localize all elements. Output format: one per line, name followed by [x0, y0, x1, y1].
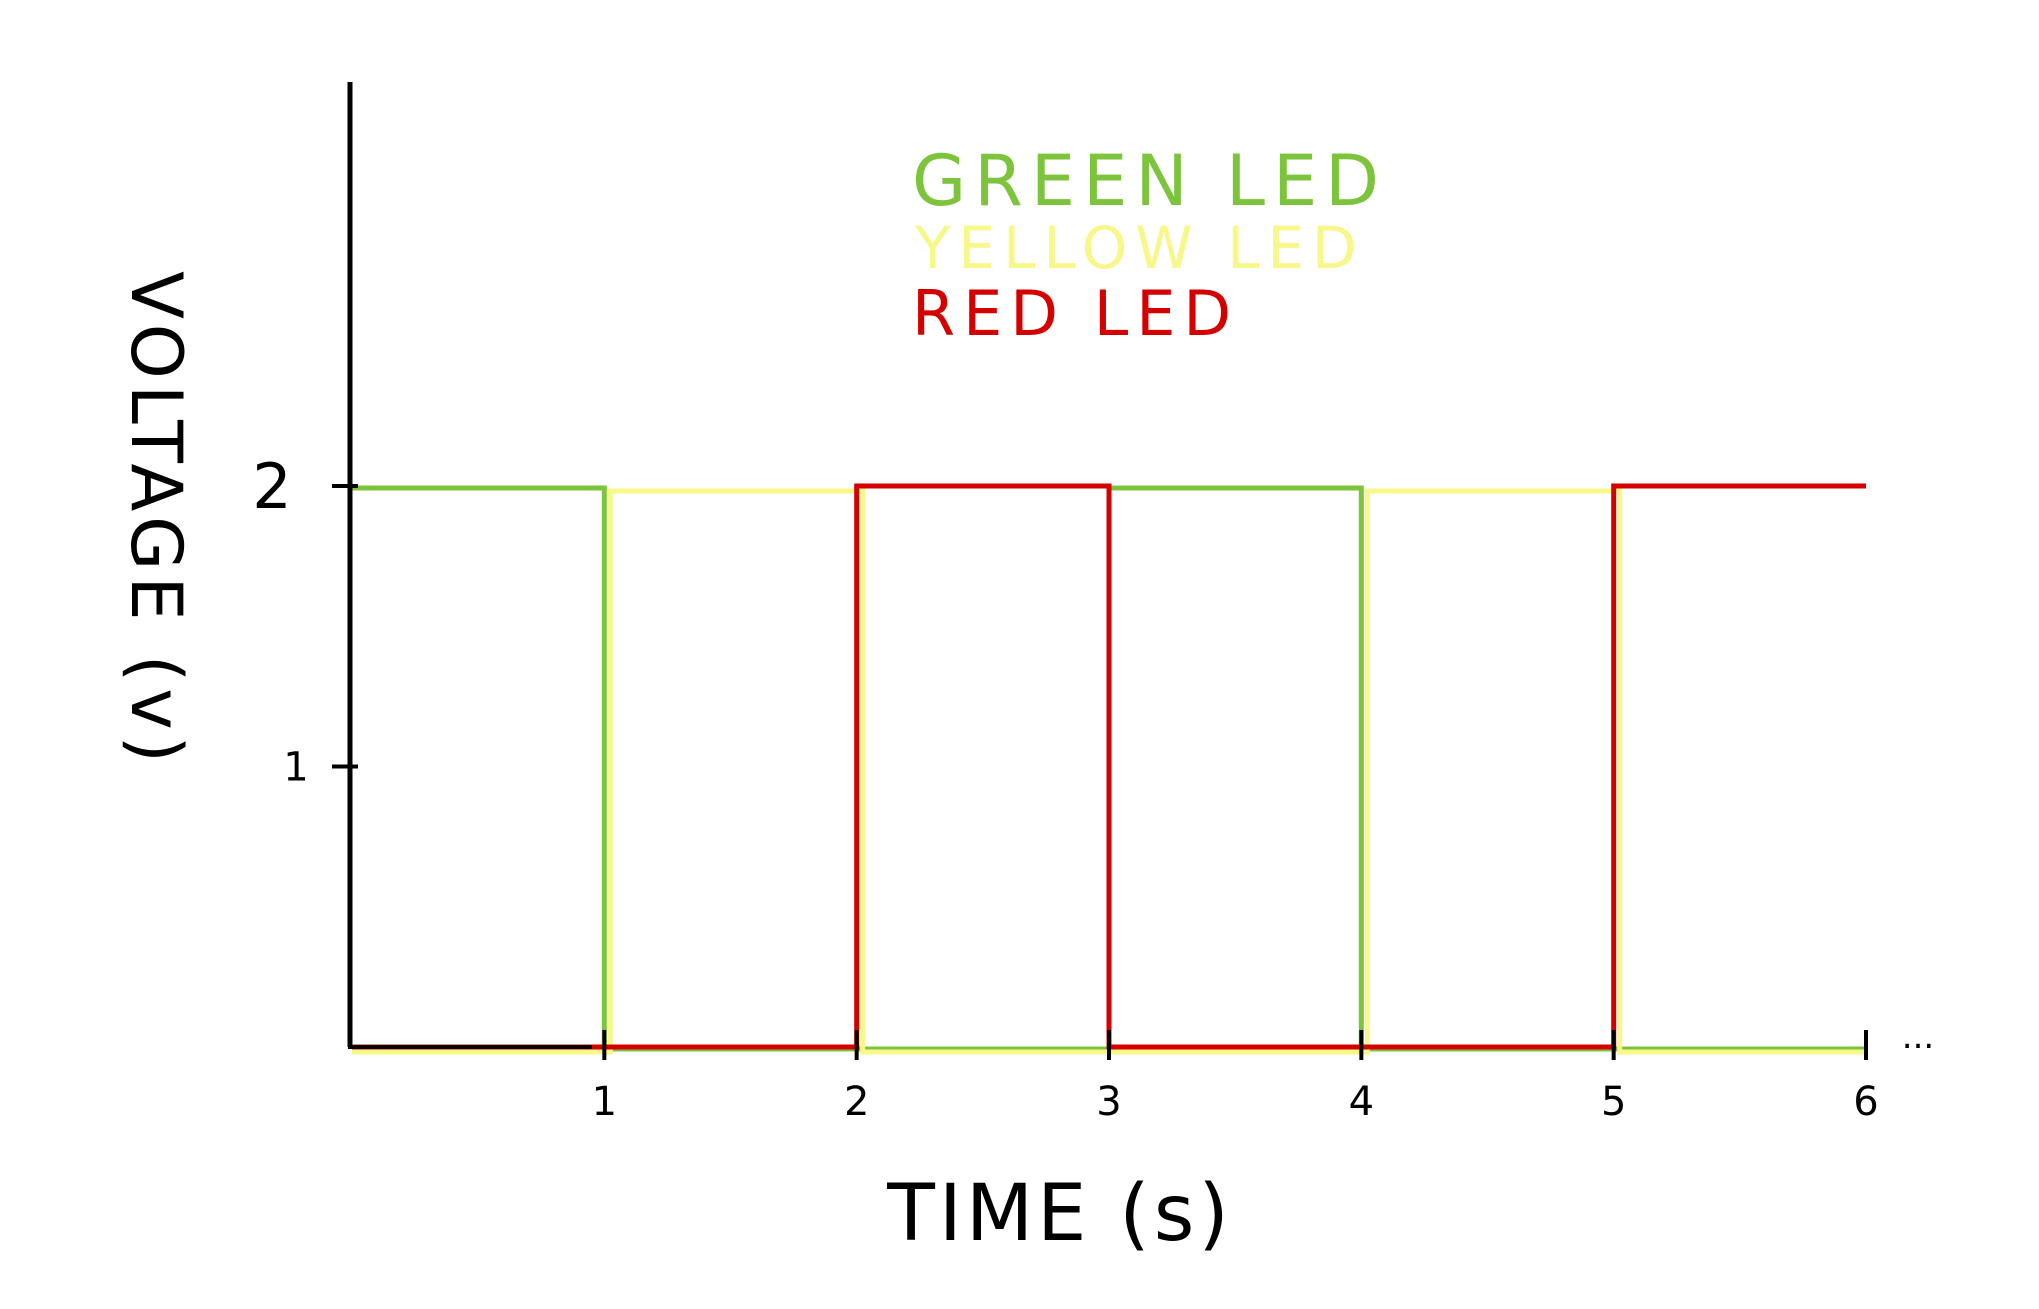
y-axis-label: VOLTAGE (v)	[115, 271, 197, 769]
legend-entry-green-led: GREEN LED	[912, 140, 1387, 222]
axes-layer	[332, 82, 1868, 1060]
x-tick-label-3: 3	[1096, 1079, 1121, 1125]
x-tick-label-5: 5	[1601, 1079, 1626, 1125]
x-tick-label-2: 2	[844, 1079, 869, 1125]
continuation-mark: ...	[1902, 1017, 1934, 1057]
legend-entry-red-led: RED LED	[912, 277, 1239, 350]
legend-entry-yellow-led: YELLOW LED	[914, 214, 1365, 282]
x-tick-label-4: 4	[1349, 1079, 1374, 1125]
x-tick-label-1: 1	[592, 1079, 617, 1125]
y-tick-label-2: 2	[252, 450, 291, 523]
series-line-red-led	[352, 483, 1866, 1050]
series-line-yellow-led	[352, 488, 1866, 1055]
x-axis-label: TIME (s)	[886, 1169, 1233, 1259]
x-tick-label-6: 6	[1853, 1079, 1878, 1125]
y-tick-label-1: 1	[283, 745, 308, 791]
series-layer	[352, 483, 1866, 1055]
text-layer: 1 2 1 2 3 4 5 6... TIME (s) VOLTAGE (v) GREEN LEDY…	[115, 140, 1934, 1259]
